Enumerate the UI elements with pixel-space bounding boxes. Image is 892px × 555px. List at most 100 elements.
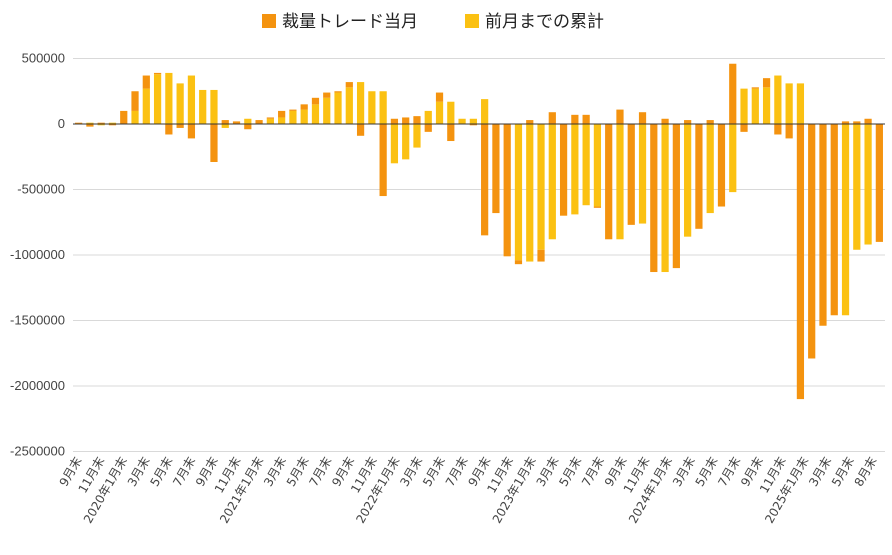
bar-monthly [616, 109, 624, 124]
bar-monthly [819, 124, 827, 326]
bar-cumulative [266, 118, 274, 124]
bar-monthly [232, 121, 241, 124]
bar-cumulative [199, 89, 207, 124]
x-tick-label: 7月末 [579, 455, 607, 489]
bar-cumulative [864, 124, 872, 245]
bar-cumulative [424, 110, 432, 124]
bar-monthly [875, 124, 883, 242]
bar-monthly [311, 97, 320, 105]
bar-monthly [323, 92, 331, 98]
bar-monthly [638, 112, 647, 124]
y-tick-label: -2000000 [10, 378, 65, 393]
bar-monthly [695, 124, 703, 229]
bar-cumulative [435, 101, 444, 124]
bar-monthly [717, 124, 726, 207]
legend-swatch-monthly [262, 14, 276, 28]
bar-cumulative [548, 124, 556, 240]
bar-cumulative [514, 124, 523, 261]
bar-monthly [120, 110, 128, 124]
bar-cumulative [796, 83, 805, 124]
bar-monthly [345, 82, 353, 88]
bar-monthly [571, 114, 579, 124]
bar-monthly [244, 124, 252, 130]
bar-monthly [864, 118, 872, 124]
bar-cumulative [334, 92, 342, 124]
x-tick-label: 5月末 [284, 455, 312, 489]
bar-cumulative [762, 87, 771, 124]
y-tick-label: 500000 [22, 51, 65, 66]
bar-monthly [559, 124, 568, 216]
bar-cumulative [97, 124, 105, 126]
y-tick-label: 0 [58, 116, 65, 131]
bar-cumulative [379, 91, 387, 124]
bar-cumulative [785, 83, 793, 124]
x-tick-label: 8月末 [852, 455, 880, 489]
bar-cumulative [751, 88, 759, 124]
bar-monthly [661, 118, 669, 124]
bar-cumulative [571, 124, 579, 215]
bar-cumulative [165, 72, 173, 124]
x-tick-label: 3月末 [261, 455, 289, 489]
x-tick-label: 3月末 [806, 455, 834, 489]
bar-monthly [153, 72, 162, 75]
bar-monthly [503, 124, 511, 257]
bar-cumulative [537, 124, 545, 250]
bar-cumulative [706, 124, 714, 214]
bar-cumulative [311, 104, 320, 124]
bar-monthly [424, 124, 432, 132]
bar-monthly [762, 78, 771, 88]
bar-monthly [390, 118, 399, 124]
bar-cumulative [582, 124, 590, 206]
x-tick-label: 7月末 [715, 455, 743, 489]
bar-monthly [796, 124, 805, 400]
bar-monthly [413, 116, 421, 124]
bar-cumulative [108, 122, 117, 124]
bar-monthly [142, 75, 150, 89]
x-tick-label: 3月末 [397, 455, 425, 489]
bar-cumulative [740, 88, 748, 124]
x-tick-label: 3月末 [534, 455, 562, 489]
bar-cumulative [729, 124, 737, 193]
bar-monthly [165, 124, 173, 135]
bar-monthly [266, 117, 274, 119]
x-tick-label: 5月末 [420, 455, 448, 489]
bar-monthly [593, 206, 602, 208]
bar-monthly [774, 124, 782, 135]
bar-monthly [108, 124, 117, 126]
bar-monthly [548, 112, 556, 124]
bar-cumulative [841, 124, 850, 316]
bar-cumulative [402, 124, 410, 160]
x-tick-label: 5月末 [148, 455, 176, 489]
bar-cumulative [86, 122, 94, 124]
x-axis-ticks: 9月末11月末2020年1月末3月末5月末7月末9月末11月末2021年1月末3… [57, 455, 880, 526]
legend-label-cumulative: 前月までの累計 [485, 12, 604, 32]
bar-monthly [379, 124, 387, 197]
x-tick-label: 7月末 [170, 455, 198, 489]
bar-monthly [492, 124, 500, 214]
bar-cumulative [368, 91, 376, 124]
bar-monthly [187, 124, 196, 139]
bar-monthly [605, 124, 613, 240]
bar-cumulative [153, 74, 162, 124]
x-tick-label: 3月末 [670, 455, 698, 489]
bar-cumulative [853, 124, 861, 250]
bar-monthly [684, 120, 692, 124]
bar-cumulative [300, 109, 308, 124]
bar-monthly [582, 114, 590, 124]
bar-cumulative [142, 88, 150, 124]
x-tick-label: 5月末 [556, 455, 584, 489]
y-tick-label: -500000 [17, 182, 65, 197]
bar-monthly [255, 120, 263, 124]
bar-monthly [75, 122, 83, 124]
bar-monthly [278, 110, 286, 118]
bar-monthly [221, 120, 229, 124]
bar-cumulative [447, 101, 455, 124]
bar-cumulative [176, 83, 184, 124]
bar-cumulative [661, 124, 669, 273]
bar-cumulative [289, 110, 297, 124]
bar-monthly [537, 249, 545, 262]
y-tick-label: -2500000 [10, 444, 65, 459]
bar-cumulative [593, 124, 602, 207]
bar-monthly [289, 109, 297, 111]
bar-monthly [729, 63, 737, 124]
